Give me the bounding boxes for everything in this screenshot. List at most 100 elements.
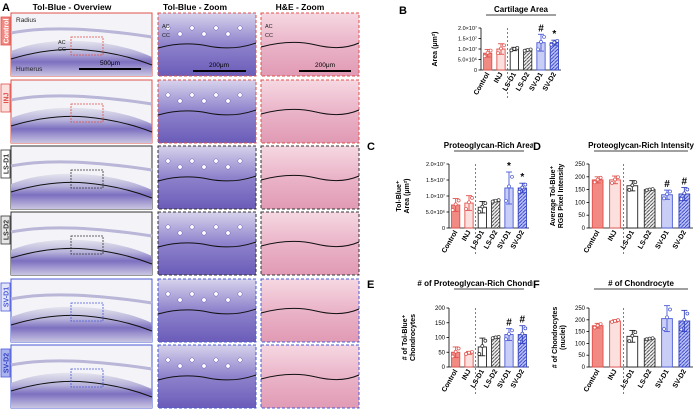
data-point	[470, 349, 474, 354]
chart-title: # of Proteoglycan-Rich Chondrocytes	[417, 279, 533, 288]
x-tick-label: Control	[583, 368, 602, 393]
row-label-box	[0, 215, 11, 245]
chondrocyte	[189, 25, 195, 31]
chondrocyte	[225, 230, 231, 236]
chondrocyte	[189, 158, 195, 164]
y-tick-label: 200	[435, 306, 446, 312]
x-tick-label: LS-D2	[637, 368, 653, 389]
y-tick-label: 0	[582, 365, 586, 371]
data-point	[539, 40, 543, 44]
data-point	[542, 34, 546, 39]
y-tick-label: 50	[438, 350, 445, 356]
zoom-region-box	[70, 235, 104, 255]
data-point	[679, 197, 684, 201]
y-tick-label: 150	[435, 321, 446, 327]
y-axis-label: Chondrocytes	[410, 314, 417, 361]
panel-letter: E	[367, 279, 374, 291]
x-tick-label: SV-D2	[672, 368, 688, 389]
data-point	[504, 198, 508, 203]
data-point	[630, 183, 635, 188]
tidemark-line	[157, 175, 257, 182]
row-label-box	[0, 16, 11, 46]
radius-cartilage	[10, 226, 153, 238]
y-tick-label: 100	[435, 336, 446, 342]
chondrocyte	[237, 357, 243, 363]
y-tick-label: 1.5×10⁷	[426, 177, 445, 184]
radius-cartilage	[10, 359, 153, 371]
row-label-box	[0, 282, 11, 312]
chondrocyte	[165, 92, 171, 98]
data-point	[552, 40, 557, 45]
data-point	[668, 189, 672, 194]
y-axis-label: Tol-Blue⁺	[396, 180, 403, 211]
chondrocyte	[189, 291, 195, 297]
overview-label-humerus: Humerus	[16, 66, 43, 73]
data-point	[644, 337, 649, 342]
data-point	[507, 332, 511, 336]
y-tick-label: 150	[575, 330, 586, 336]
chondrocyte	[201, 164, 207, 170]
chondrocyte	[201, 297, 207, 303]
data-point	[464, 352, 468, 356]
data-point	[467, 200, 471, 205]
data-point	[528, 47, 533, 52]
y-tick-label: 200	[575, 318, 586, 324]
x-tick-label: Control	[583, 229, 602, 254]
tidemark-line	[10, 247, 153, 265]
data-point	[515, 45, 520, 50]
chondrocyte	[189, 357, 195, 363]
data-point	[477, 209, 482, 214]
data-point	[662, 196, 666, 201]
x-tick-label: INJ	[461, 368, 473, 381]
bar-control	[591, 179, 604, 229]
significance-marker: #	[520, 315, 526, 326]
tidemark-line	[157, 109, 257, 116]
data-point	[682, 191, 687, 196]
column-title-tolblue-zoom: Tol-Blue - Zoom	[163, 2, 227, 12]
overview-label-ac: AC	[58, 40, 66, 46]
radius-cartilage	[10, 293, 153, 305]
chondrocyte	[237, 224, 243, 230]
he-zoom-image	[260, 12, 360, 77]
data-point	[668, 307, 672, 312]
chart-proteoglycan-intensity: D Proteoglycan-Rich Intensity 0 50 100 150 200…	[533, 141, 694, 256]
tidemark-line	[260, 41, 360, 49]
tidemark-line	[260, 240, 360, 248]
chondrocyte	[237, 92, 243, 98]
tidemark-line	[10, 48, 153, 66]
tidemark-line	[157, 308, 257, 315]
zoom-region-box	[70, 169, 104, 189]
radius-cartilage	[10, 27, 153, 39]
y-axis-label: RGB Pixel Intensity	[558, 164, 565, 229]
bar-control	[591, 325, 604, 368]
data-point	[453, 202, 458, 207]
x-tick-label: SV-D2	[672, 229, 688, 250]
y-tick-label: 50	[578, 213, 585, 219]
data-point	[549, 42, 554, 47]
bar-ls-d2	[491, 200, 501, 229]
y-tick-label: 150	[575, 188, 586, 194]
chart-proteoglycan-area: C Proteoglycan-Rich Area 0 5.0×10⁶ 1.0×10⁷ 1.…	[367, 141, 533, 256]
row-label: SV-D1	[3, 287, 10, 307]
chondrocyte	[177, 363, 183, 369]
chondrocyte	[201, 31, 207, 37]
x-tick-label: INJ	[607, 368, 619, 381]
tidemark-line	[10, 314, 153, 332]
cartilage-region	[11, 40, 152, 76]
y-axis-label: Average Tol-Blue⁺	[550, 165, 557, 226]
data-point	[482, 54, 487, 59]
significance-marker: *	[507, 161, 511, 172]
row-label: LS-D2	[3, 220, 10, 240]
cartilage-region	[11, 173, 152, 209]
data-point	[496, 335, 501, 339]
chondrocyte	[177, 31, 183, 37]
data-point	[679, 327, 684, 332]
y-tick-label: 0	[474, 68, 477, 74]
significance-marker: #	[682, 177, 688, 188]
bar-sv-d2	[549, 42, 559, 71]
data-point	[610, 320, 614, 324]
y-axis-label: (nuclei)	[560, 325, 567, 350]
tidemark-line	[260, 174, 360, 182]
chondrocyte	[213, 25, 219, 31]
data-point	[509, 48, 514, 53]
